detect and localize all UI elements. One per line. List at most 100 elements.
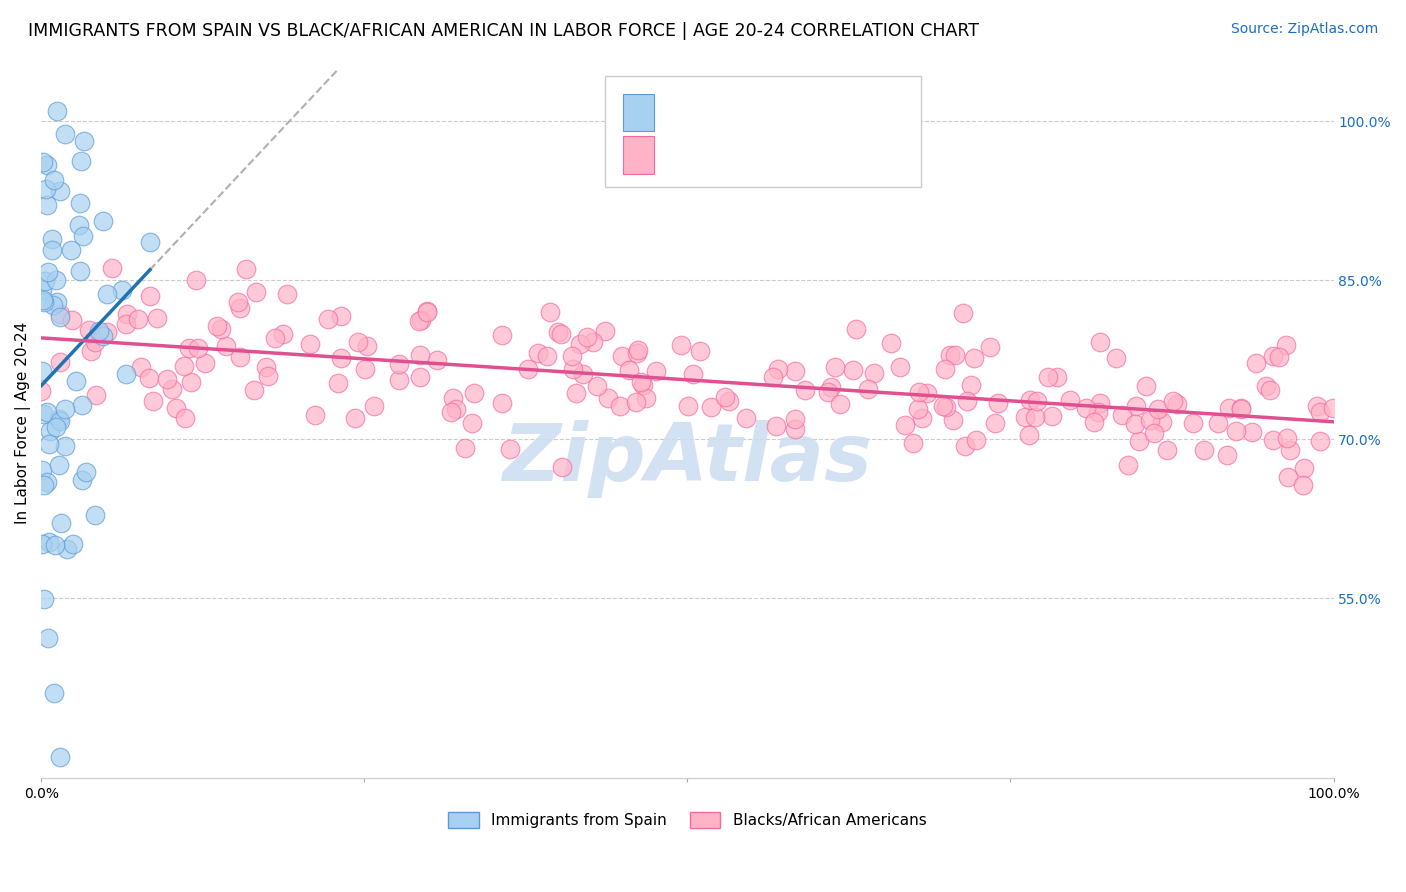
Point: [824, 360, 846, 375]
Point: [682, 367, 704, 381]
Point: [1292, 461, 1315, 475]
Text: ZipAtlas: ZipAtlas: [502, 420, 872, 498]
Text: 197: 197: [793, 142, 827, 160]
Point: [880, 336, 903, 351]
Point: [101, 261, 124, 276]
Point: [48, 307, 70, 321]
Point: [609, 399, 631, 413]
Point: [1275, 338, 1298, 352]
Point: [49, 355, 72, 369]
Text: N =: N =: [754, 99, 793, 117]
Point: [1309, 405, 1331, 419]
Point: [127, 312, 149, 326]
Point: [735, 410, 758, 425]
Point: [42, 686, 65, 700]
Point: [1146, 401, 1168, 416]
Point: [115, 368, 138, 382]
Point: [538, 305, 561, 319]
Point: [91, 329, 114, 343]
Point: [115, 318, 138, 332]
Text: 0.144: 0.144: [702, 99, 754, 117]
Point: [454, 441, 477, 455]
Point: [35, 158, 58, 172]
Text: R =: R =: [662, 142, 702, 160]
Point: [907, 402, 929, 417]
Text: Source: ZipAtlas.com: Source: ZipAtlas.com: [1230, 22, 1378, 37]
Point: [440, 405, 463, 419]
Point: [209, 322, 232, 336]
Point: [38, 535, 60, 549]
Point: [562, 361, 585, 376]
Point: [841, 363, 863, 377]
Point: [363, 400, 385, 414]
Point: [329, 309, 352, 323]
Point: [689, 344, 711, 359]
Point: [1194, 442, 1216, 457]
Text: -0.573: -0.573: [702, 142, 759, 160]
Point: [634, 391, 657, 405]
Point: [1181, 416, 1204, 430]
Point: [83, 508, 105, 522]
Point: [96, 287, 118, 301]
Point: [536, 349, 558, 363]
Point: [908, 384, 931, 399]
Point: [783, 422, 806, 436]
Point: [142, 394, 165, 409]
Point: [30, 384, 52, 398]
Point: [960, 378, 983, 392]
Point: [316, 312, 339, 326]
Point: [932, 399, 955, 413]
Point: [889, 360, 911, 375]
Point: [956, 393, 979, 408]
Point: [1025, 394, 1047, 409]
Point: [952, 306, 974, 320]
Point: [1166, 397, 1188, 411]
Point: [1111, 408, 1133, 422]
Point: [935, 401, 957, 415]
Point: [572, 368, 595, 382]
Point: [1083, 415, 1105, 429]
Point: [177, 342, 200, 356]
Point: [551, 459, 574, 474]
Point: [491, 395, 513, 409]
Point: [49, 516, 72, 530]
Point: [328, 376, 350, 391]
Point: [671, 337, 693, 351]
Point: [53, 127, 76, 141]
Point: [48, 750, 70, 764]
Point: [1036, 370, 1059, 384]
Point: [243, 383, 266, 397]
Point: [856, 382, 879, 396]
Point: [56, 541, 79, 556]
Point: [84, 334, 107, 349]
Point: [762, 369, 785, 384]
Point: [37, 265, 59, 279]
Point: [409, 312, 432, 326]
Point: [783, 364, 806, 378]
Point: [194, 356, 217, 370]
Point: [416, 305, 439, 319]
Point: [329, 351, 352, 366]
Point: [585, 379, 607, 393]
Point: [42, 297, 65, 311]
Point: [49, 414, 72, 428]
Point: [491, 328, 513, 343]
Point: [91, 213, 114, 227]
Point: [48, 411, 70, 425]
Text: R =: R =: [662, 99, 702, 117]
Point: [165, 401, 187, 416]
Point: [1087, 405, 1109, 419]
Point: [617, 363, 640, 377]
Point: [1045, 369, 1067, 384]
Point: [845, 322, 868, 336]
Point: [187, 341, 209, 355]
Point: [1309, 434, 1331, 448]
Point: [46, 103, 69, 118]
Point: [820, 380, 842, 394]
Point: [276, 286, 298, 301]
Point: [273, 327, 295, 342]
Point: [1059, 393, 1081, 408]
Point: [75, 466, 97, 480]
Point: [794, 383, 817, 397]
Point: [42, 173, 65, 187]
